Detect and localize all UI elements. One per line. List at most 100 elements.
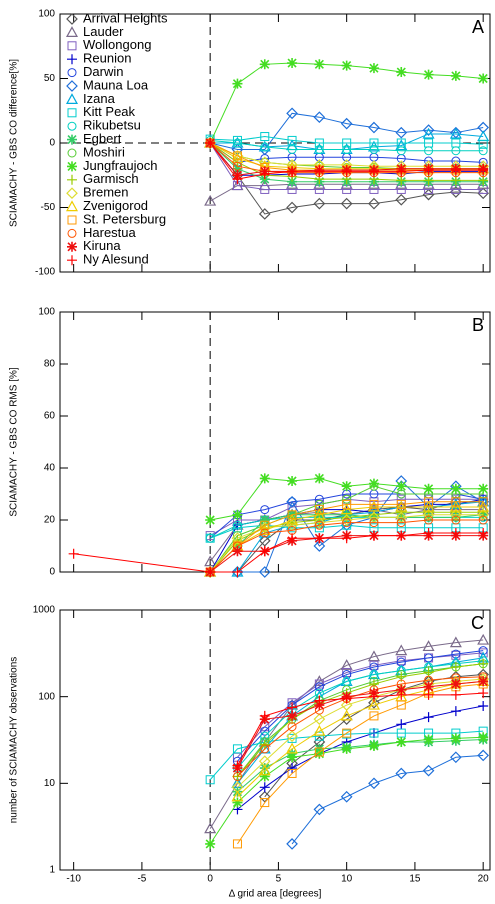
y-tick-label: -100 bbox=[35, 267, 55, 278]
data-point bbox=[424, 515, 434, 525]
data-point bbox=[342, 144, 352, 154]
data-point bbox=[450, 512, 461, 523]
y-tick-label: 100 bbox=[38, 307, 55, 318]
data-point bbox=[477, 495, 490, 508]
data-point bbox=[232, 760, 243, 771]
series-line bbox=[237, 678, 484, 788]
legend-label: Ny Alesund bbox=[83, 252, 149, 267]
y-tick-label: 50 bbox=[44, 73, 56, 84]
series-line bbox=[209, 514, 484, 573]
data-point bbox=[396, 719, 407, 730]
y-tick-label: 60 bbox=[44, 411, 56, 422]
data-point bbox=[368, 530, 379, 541]
data-point bbox=[422, 188, 435, 201]
data-point bbox=[367, 698, 380, 710]
data-point bbox=[286, 513, 299, 525]
data-point bbox=[204, 555, 217, 567]
data-point bbox=[313, 675, 326, 687]
data-point bbox=[396, 700, 406, 710]
series-line bbox=[237, 676, 484, 777]
y-tick-label: 100 bbox=[38, 691, 55, 702]
data-point bbox=[287, 733, 297, 743]
data-point bbox=[258, 208, 271, 220]
series-line bbox=[237, 680, 484, 769]
y-tick-label: -50 bbox=[41, 202, 56, 213]
series-line bbox=[237, 680, 484, 798]
legend-label: Harestua bbox=[83, 225, 137, 240]
y-tick-label: 1000 bbox=[33, 605, 56, 616]
data-point bbox=[368, 740, 379, 751]
data-point bbox=[314, 747, 324, 757]
data-point bbox=[260, 528, 270, 538]
data-point bbox=[369, 518, 379, 528]
data-point bbox=[368, 166, 379, 177]
data-point bbox=[478, 146, 488, 156]
data-point bbox=[260, 142, 270, 152]
data-point bbox=[341, 481, 352, 492]
legend-marker bbox=[66, 13, 78, 25]
data-point bbox=[396, 530, 407, 541]
y-tick-label: 1 bbox=[49, 865, 55, 876]
legend-label: Zvenigorod bbox=[83, 198, 148, 213]
series-line bbox=[209, 730, 484, 781]
data-point bbox=[423, 512, 434, 523]
legend-label: Bremen bbox=[83, 185, 129, 200]
data-point bbox=[396, 736, 407, 747]
data-point bbox=[232, 163, 243, 174]
data-point bbox=[451, 497, 461, 507]
data-point bbox=[451, 146, 461, 156]
data-point bbox=[314, 679, 324, 689]
data-point bbox=[340, 790, 353, 803]
data-point bbox=[478, 688, 489, 699]
data-point bbox=[341, 166, 352, 177]
legend-marker bbox=[67, 161, 77, 172]
data-point bbox=[205, 533, 215, 543]
data-point bbox=[341, 743, 352, 754]
legend-marker bbox=[65, 26, 79, 37]
series-line bbox=[237, 683, 484, 845]
data-point bbox=[287, 166, 298, 177]
panel-label: A bbox=[472, 17, 484, 37]
data-point bbox=[422, 127, 435, 139]
data-point bbox=[423, 528, 434, 538]
data-point bbox=[260, 744, 270, 754]
data-point bbox=[422, 500, 435, 512]
data-point bbox=[342, 670, 352, 680]
series-line bbox=[209, 485, 484, 573]
data-point bbox=[450, 689, 461, 700]
legend-marker bbox=[67, 121, 77, 131]
series-line bbox=[209, 506, 484, 573]
legend-marker bbox=[66, 80, 78, 92]
data-point bbox=[450, 661, 461, 672]
legend-label: Wollongong bbox=[83, 37, 151, 52]
data-point bbox=[478, 139, 488, 149]
data-point bbox=[369, 670, 379, 680]
legend-label: Rikubetsu bbox=[83, 118, 141, 133]
data-point bbox=[287, 176, 298, 187]
data-point bbox=[314, 520, 324, 530]
data-point bbox=[286, 838, 298, 850]
data-point bbox=[396, 146, 406, 156]
legend-label: Mauna Loa bbox=[83, 77, 149, 92]
data-point bbox=[423, 681, 434, 692]
data-point bbox=[451, 515, 461, 525]
data-point bbox=[341, 533, 352, 544]
data-point bbox=[314, 515, 325, 525]
data-point bbox=[368, 63, 379, 74]
data-point bbox=[260, 132, 270, 142]
data-point bbox=[450, 70, 461, 81]
series-line bbox=[237, 663, 484, 777]
data-point bbox=[287, 510, 297, 520]
legend-marker bbox=[67, 134, 77, 145]
y-tick-label: 0 bbox=[49, 138, 55, 149]
data-point bbox=[450, 483, 461, 494]
y-axis-title: SCIAMACHY - GBS CO difference[%] bbox=[9, 59, 20, 227]
data-point bbox=[450, 706, 461, 717]
data-point bbox=[478, 483, 489, 494]
legend-label: Garmisch bbox=[83, 171, 139, 186]
data-point bbox=[450, 165, 461, 176]
data-point bbox=[342, 494, 352, 504]
legend-label: Moshiri bbox=[83, 144, 125, 159]
plot-frame bbox=[59, 311, 491, 573]
y-tick-label: 10 bbox=[44, 778, 56, 789]
